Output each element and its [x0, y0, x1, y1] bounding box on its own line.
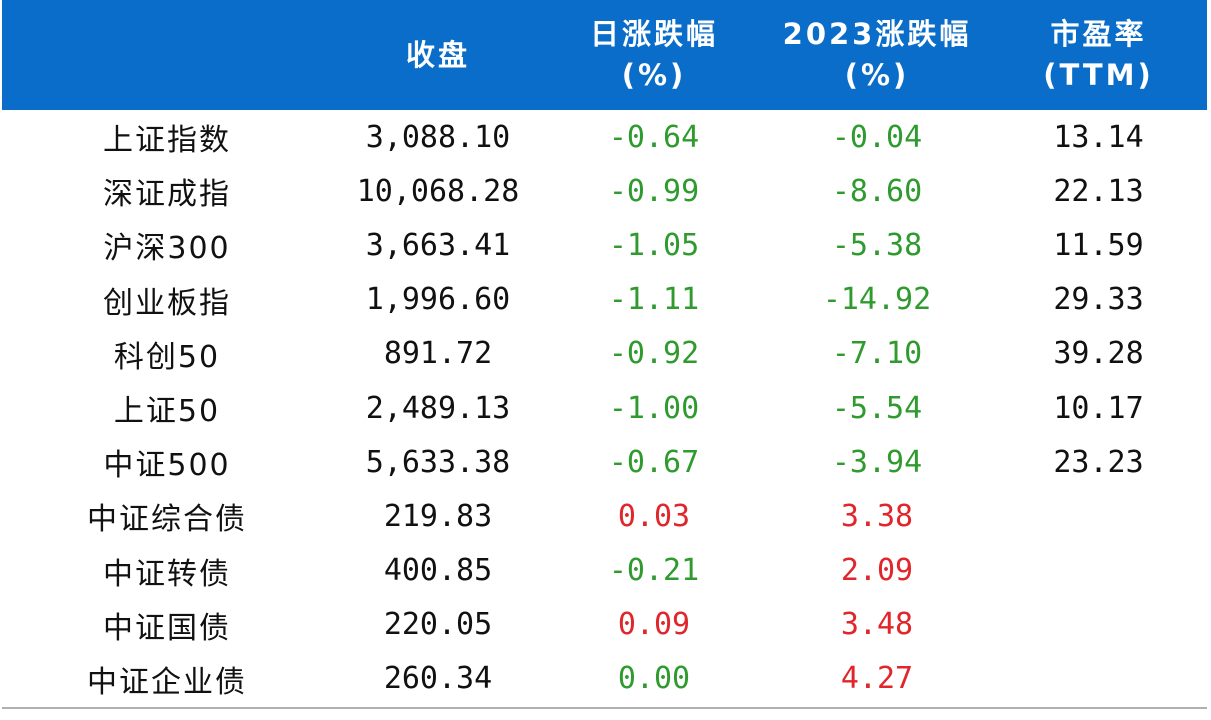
- table-row: 深证成指 10,068.28 -0.99 -8.60 22.13: [2, 164, 1207, 218]
- ytd-change-cell: 2.09: [840, 553, 914, 589]
- daily-change-cell: -0.92: [608, 336, 700, 372]
- header-label: 收盘: [405, 37, 470, 72]
- index-name-cell: 科创50: [113, 339, 221, 375]
- header-cell-name: [2, 0, 332, 110]
- index-name-cell: 上证指数: [103, 123, 231, 159]
- index-name-cell: 创业板指: [103, 285, 231, 321]
- header-cell-close: 收盘: [332, 0, 544, 110]
- table-row: 中证500 5,633.38 -0.67 -3.94 23.23: [2, 435, 1207, 489]
- ytd-change-cell: -5.38: [831, 227, 923, 263]
- table-row: 上证指数 3,088.10 -0.64 -0.04 13.14: [2, 110, 1207, 164]
- header-label: 市盈率: [1050, 17, 1147, 51]
- table-row: 中证企业债 260.34 0.00 4.27: [2, 652, 1207, 706]
- index-name-cell: 中证综合债: [87, 502, 247, 538]
- header-cell-pe: 市盈率 (TTM): [990, 0, 1207, 110]
- ytd-change-cell: -5.54: [831, 390, 923, 426]
- close-value-cell: 219.83: [383, 498, 493, 534]
- index-name-cell: 上证50: [113, 394, 221, 430]
- index-name-cell: 中证国债: [103, 610, 231, 646]
- ytd-change-cell: -0.04: [831, 119, 923, 155]
- ytd-change-cell: 3.38: [840, 498, 914, 534]
- index-name-cell: 深证成指: [103, 177, 231, 213]
- daily-change-cell: -0.67: [608, 444, 700, 480]
- header-cell-daily-change: 日涨跌幅 (%): [544, 0, 764, 110]
- close-value-cell: 5,633.38: [365, 444, 511, 480]
- market-index-table: 收盘 日涨跌幅 (%) 2023涨跌幅 (%) 市盈率 (TTM) 上证指数 3,…: [2, 0, 1207, 709]
- ytd-change-cell: -8.60: [831, 173, 923, 209]
- table-body: 上证指数 3,088.10 -0.64 -0.04 13.14 深证成指 10,068.28…: [2, 110, 1207, 706]
- daily-change-cell: -1.00: [608, 390, 700, 426]
- daily-change-cell: -1.11: [608, 282, 700, 318]
- close-value-cell: 260.34: [383, 661, 493, 697]
- table-row: 上证50 2,489.13 -1.00 -5.54 10.17: [2, 381, 1207, 435]
- daily-change-cell: -1.05: [608, 227, 700, 263]
- header-unit: (TTM): [1043, 58, 1154, 92]
- daily-change-cell: -0.21: [608, 553, 700, 589]
- pe-ratio-cell: 29.33: [1053, 282, 1144, 318]
- daily-change-cell: -0.64: [608, 119, 700, 155]
- close-value-cell: 3,663.41: [365, 227, 511, 263]
- daily-change-cell: -0.99: [608, 173, 700, 209]
- daily-change-cell: 0.03: [617, 498, 691, 534]
- index-name-cell: 沪深300: [103, 231, 231, 267]
- header-cell-ytd-change: 2023涨跌幅 (%): [764, 0, 990, 110]
- pe-ratio-cell: 11.59: [1053, 227, 1144, 263]
- header-label: 2023涨跌幅: [782, 17, 972, 51]
- ytd-change-cell: -14.92: [822, 282, 932, 318]
- pe-ratio-cell: 23.23: [1053, 444, 1144, 480]
- ytd-change-cell: -3.94: [831, 444, 923, 480]
- table-row: 中证国债 220.05 0.09 3.48: [2, 598, 1207, 652]
- pe-ratio-cell: 39.28: [1053, 336, 1144, 372]
- header-unit: (%): [621, 58, 687, 92]
- pe-ratio-cell: 10.17: [1053, 390, 1144, 426]
- ytd-change-cell: 4.27: [840, 661, 914, 697]
- close-value-cell: 10,068.28: [356, 173, 520, 209]
- close-value-cell: 3,088.10: [365, 119, 511, 155]
- table-row: 科创50 891.72 -0.92 -7.10 39.28: [2, 327, 1207, 381]
- daily-change-cell: 0.09: [617, 607, 691, 643]
- close-value-cell: 1,996.60: [365, 282, 511, 318]
- ytd-change-cell: 3.48: [840, 607, 914, 643]
- table-row: 创业板指 1,996.60 -1.11 -14.92 29.33: [2, 273, 1207, 327]
- daily-change-cell: 0.00: [617, 661, 691, 697]
- ytd-change-cell: -7.10: [831, 336, 923, 372]
- close-value-cell: 2,489.13: [365, 390, 511, 426]
- header-label: 日涨跌幅: [589, 17, 718, 51]
- table-row: 中证综合债 219.83 0.03 3.38: [2, 489, 1207, 543]
- table-header: 收盘 日涨跌幅 (%) 2023涨跌幅 (%) 市盈率 (TTM): [2, 0, 1207, 110]
- table-row: 沪深300 3,663.41 -1.05 -5.38 11.59: [2, 218, 1207, 272]
- pe-ratio-cell: 22.13: [1053, 173, 1144, 209]
- pe-ratio-cell: 13.14: [1053, 119, 1144, 155]
- index-name-cell: 中证企业债: [87, 664, 247, 700]
- close-value-cell: 400.85: [383, 553, 493, 589]
- close-value-cell: 220.05: [383, 607, 493, 643]
- table-row: 中证转债 400.85 -0.21 2.09: [2, 544, 1207, 598]
- index-name-cell: 中证500: [103, 448, 231, 484]
- header-unit: (%): [844, 58, 910, 92]
- index-name-cell: 中证转债: [103, 556, 231, 592]
- close-value-cell: 891.72: [383, 336, 493, 372]
